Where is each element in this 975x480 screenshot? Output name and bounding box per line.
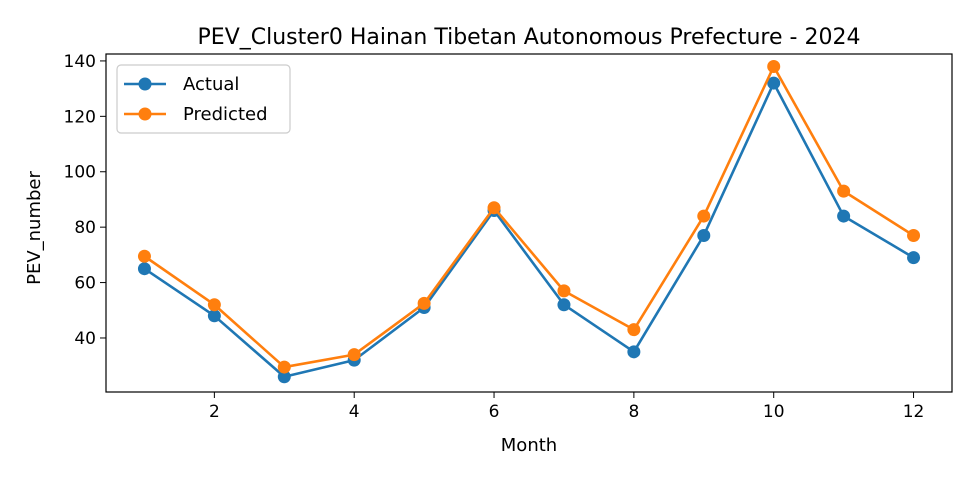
data-point-actual: [837, 209, 851, 223]
data-point-predicted: [417, 296, 431, 310]
y-tick-label: 80: [74, 218, 96, 238]
y-tick-label: 140: [64, 52, 96, 72]
data-point-predicted: [697, 209, 711, 223]
x-tick-label: 4: [349, 402, 360, 422]
legend-label-actual: Actual: [183, 74, 239, 95]
data-point-actual: [767, 76, 781, 90]
legend-marker-predicted: [138, 107, 152, 121]
y-tick-label: 40: [74, 329, 96, 349]
legend: Actual Predicted: [116, 64, 291, 134]
y-tick-label: 60: [74, 274, 96, 294]
legend-marker-actual: [138, 77, 152, 91]
data-point-predicted: [837, 184, 851, 198]
data-point-predicted: [627, 323, 641, 337]
data-point-actual: [137, 262, 151, 276]
legend-frame: [116, 64, 291, 134]
data-point-actual: [557, 298, 571, 312]
data-point-predicted: [487, 201, 501, 215]
data-point-predicted: [767, 59, 781, 73]
legend-label-predicted: Predicted: [183, 104, 268, 125]
data-point-actual: [207, 309, 221, 323]
series-line-predicted: [143, 65, 915, 369]
data-point-predicted: [137, 249, 151, 263]
data-point-predicted: [207, 298, 221, 312]
data-point-predicted: [347, 348, 361, 362]
x-tick-label: 12: [903, 402, 925, 422]
x-axis-label: Month: [501, 435, 557, 456]
x-tick-label: 8: [628, 402, 639, 422]
data-point-predicted: [557, 284, 571, 298]
x-tick-label: 6: [489, 402, 500, 422]
plot-area: 2 4 6 8 10 12 40 60 80 100 120 140: [64, 52, 953, 422]
chart-title: PEV_Cluster0 Hainan Tibetan Autonomous P…: [198, 25, 861, 50]
data-point-actual: [277, 370, 291, 384]
data-point-actual: [627, 345, 641, 359]
plot-frame: [105, 53, 953, 393]
x-tick-label: 2: [209, 402, 220, 422]
data-point-predicted: [277, 360, 291, 374]
y-tick-label: 100: [64, 163, 96, 183]
data-point-actual: [907, 251, 921, 265]
y-tick-label: 120: [64, 107, 96, 127]
x-tick-label: 10: [763, 402, 785, 422]
data-point-predicted: [907, 228, 921, 242]
data-point-actual: [697, 228, 711, 242]
y-axis-label: PEV_number: [24, 171, 45, 285]
series-line-actual: [143, 81, 915, 379]
